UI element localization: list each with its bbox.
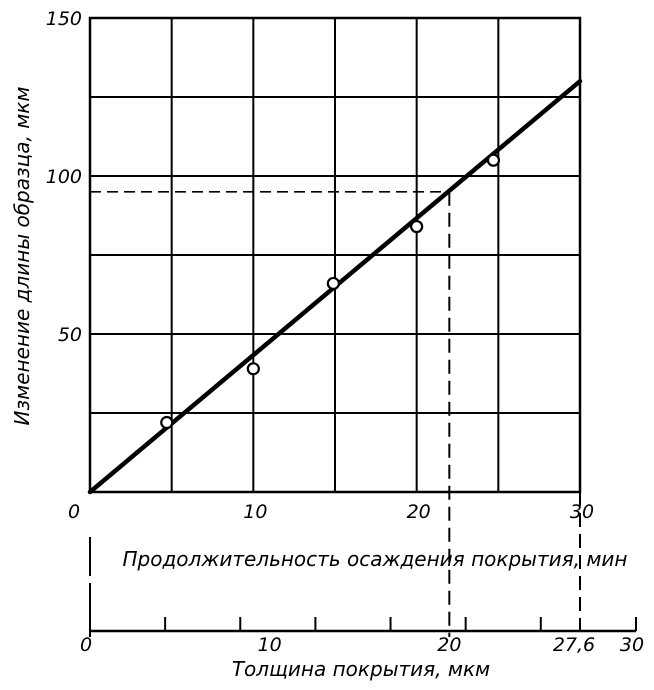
grid (88, 16, 582, 494)
y-tick-labels: 50 100 150 (46, 8, 82, 346)
data-point (246, 362, 260, 376)
x-tick-label: 10 (243, 501, 267, 523)
primary-x-axis-title: Продолжительность осаждения покрытия, ми… (123, 547, 628, 571)
y-tick-label: 150 (46, 8, 82, 30)
secondary-x-axis: 0 10 20 27,6 30 (80, 583, 644, 656)
y-tick-label: 100 (46, 166, 82, 188)
data-point (160, 415, 174, 430)
data-point (326, 276, 340, 291)
data-point (410, 219, 424, 234)
y-tick-label: 50 (58, 324, 82, 346)
reference-lines (90, 191, 581, 637)
secondary-tick-label: 27,6 (553, 634, 595, 656)
secondary-tick-label: 10 (258, 634, 282, 656)
data-point (486, 153, 501, 167)
x-tick-label-origin: 0 (68, 501, 80, 523)
y-axis-title: Изменение длины образца, мкм (10, 87, 34, 426)
plot-frame (88, 16, 582, 494)
secondary-tick-label: 30 (620, 634, 644, 656)
secondary-tick-label: 0 (80, 634, 92, 656)
x-tick-label: 20 (407, 501, 431, 523)
x-tick-label: 30 (570, 501, 594, 523)
secondary-tick-label: 20 (437, 634, 461, 656)
primary-x-axis: 0 10 20 30 (68, 501, 594, 576)
secondary-x-axis-title: Толщина покрытия, мкм (232, 657, 490, 681)
data-points (160, 153, 501, 430)
